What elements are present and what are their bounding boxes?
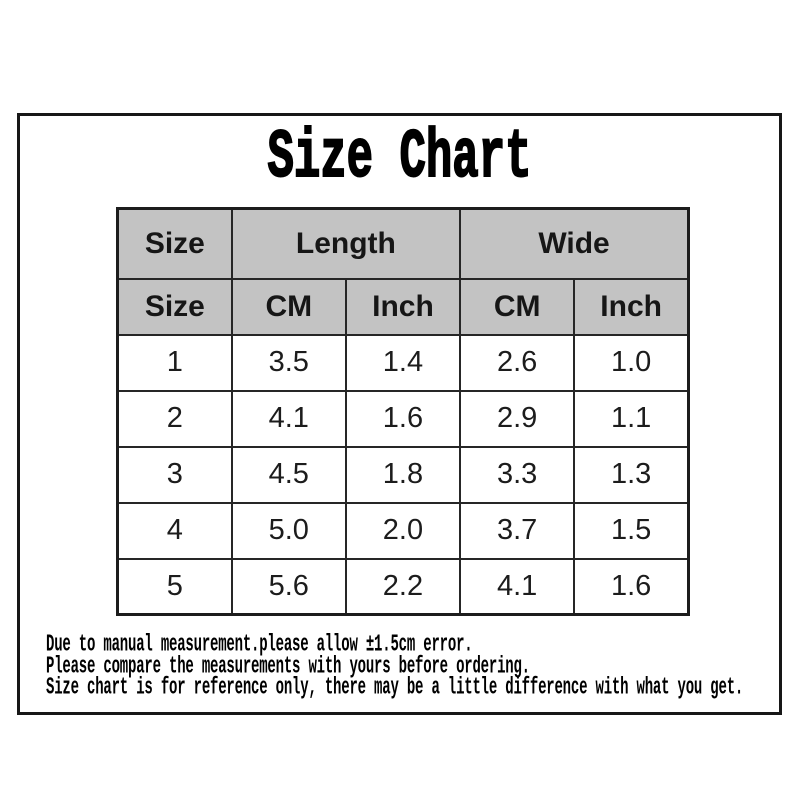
table-sub-header-row: Size CM Inch CM Inch xyxy=(116,277,690,336)
size-chart-table: Size Length Wide Size CM Inch CM Inch 1 … xyxy=(116,207,690,616)
table-row-size-1: 1 3.5 1.4 2.6 1.0 xyxy=(116,333,690,392)
disclaimer-notes: Due to manual measurement.please allow ±… xyxy=(46,632,743,702)
cell-wide-inch: 1.6 xyxy=(573,557,690,616)
cell-size: 4 xyxy=(116,501,233,560)
cell-size: 5 xyxy=(116,557,233,616)
subheader-length-inch: Inch xyxy=(344,277,462,336)
page-title: Size Chart xyxy=(20,119,779,199)
cell-wide-cm: 3.3 xyxy=(459,445,576,504)
cell-length-inch: 2.0 xyxy=(344,501,462,560)
cell-wide-inch: 1.1 xyxy=(573,389,690,448)
subheader-wide-cm: CM xyxy=(459,277,576,336)
cell-length-inch: 1.4 xyxy=(344,333,462,392)
table-row-size-3: 3 4.5 1.8 3.3 1.3 xyxy=(116,445,690,504)
note-reference-only: Size chart is for reference only, there … xyxy=(46,675,743,702)
cell-length-cm: 3.5 xyxy=(230,333,347,392)
table-group-header-row: Size Length Wide xyxy=(116,207,690,280)
cell-length-cm: 4.5 xyxy=(230,445,347,504)
header-wide: Wide xyxy=(459,207,690,280)
cell-wide-cm: 3.7 xyxy=(459,501,576,560)
cell-size: 3 xyxy=(116,445,233,504)
header-size: Size xyxy=(116,207,233,280)
cell-wide-cm: 4.1 xyxy=(459,557,576,616)
subheader-size: Size xyxy=(116,277,233,336)
cell-length-inch: 1.8 xyxy=(344,445,462,504)
cell-length-cm: 4.1 xyxy=(230,389,347,448)
page-title-text: Size Chart xyxy=(267,119,532,199)
subheader-wide-inch: Inch xyxy=(573,277,690,336)
note-text: Size chart is for reference only, there … xyxy=(46,675,744,703)
cell-length-inch: 1.6 xyxy=(344,389,462,448)
header-length: Length xyxy=(230,207,462,280)
cell-length-cm: 5.0 xyxy=(230,501,347,560)
cell-size: 2 xyxy=(116,389,233,448)
outer-frame: Size Chart Size Length Wide Size CM Inch… xyxy=(17,113,782,715)
cell-wide-inch: 1.3 xyxy=(573,445,690,504)
table-row-size-2: 2 4.1 1.6 2.9 1.1 xyxy=(116,389,690,448)
cell-wide-inch: 1.5 xyxy=(573,501,690,560)
note-text: Due to manual measurement.please allow ±… xyxy=(46,631,473,660)
subheader-length-cm: CM xyxy=(230,277,347,336)
note-measurement-error: Due to manual measurement.please allow ±… xyxy=(46,632,743,659)
cell-wide-cm: 2.9 xyxy=(459,389,576,448)
cell-wide-inch: 1.0 xyxy=(573,333,690,392)
note-compare-measurements: Please compare the measurements with you… xyxy=(46,653,743,680)
cell-size: 1 xyxy=(116,333,233,392)
table-row-size-4: 4 5.0 2.0 3.7 1.5 xyxy=(116,501,690,560)
cell-length-cm: 5.6 xyxy=(230,557,347,616)
cell-length-inch: 2.2 xyxy=(344,557,462,616)
table-row-size-5: 5 5.6 2.2 4.1 1.6 xyxy=(116,557,690,616)
cell-wide-cm: 2.6 xyxy=(459,333,576,392)
note-text: Please compare the measurements with you… xyxy=(46,653,530,681)
